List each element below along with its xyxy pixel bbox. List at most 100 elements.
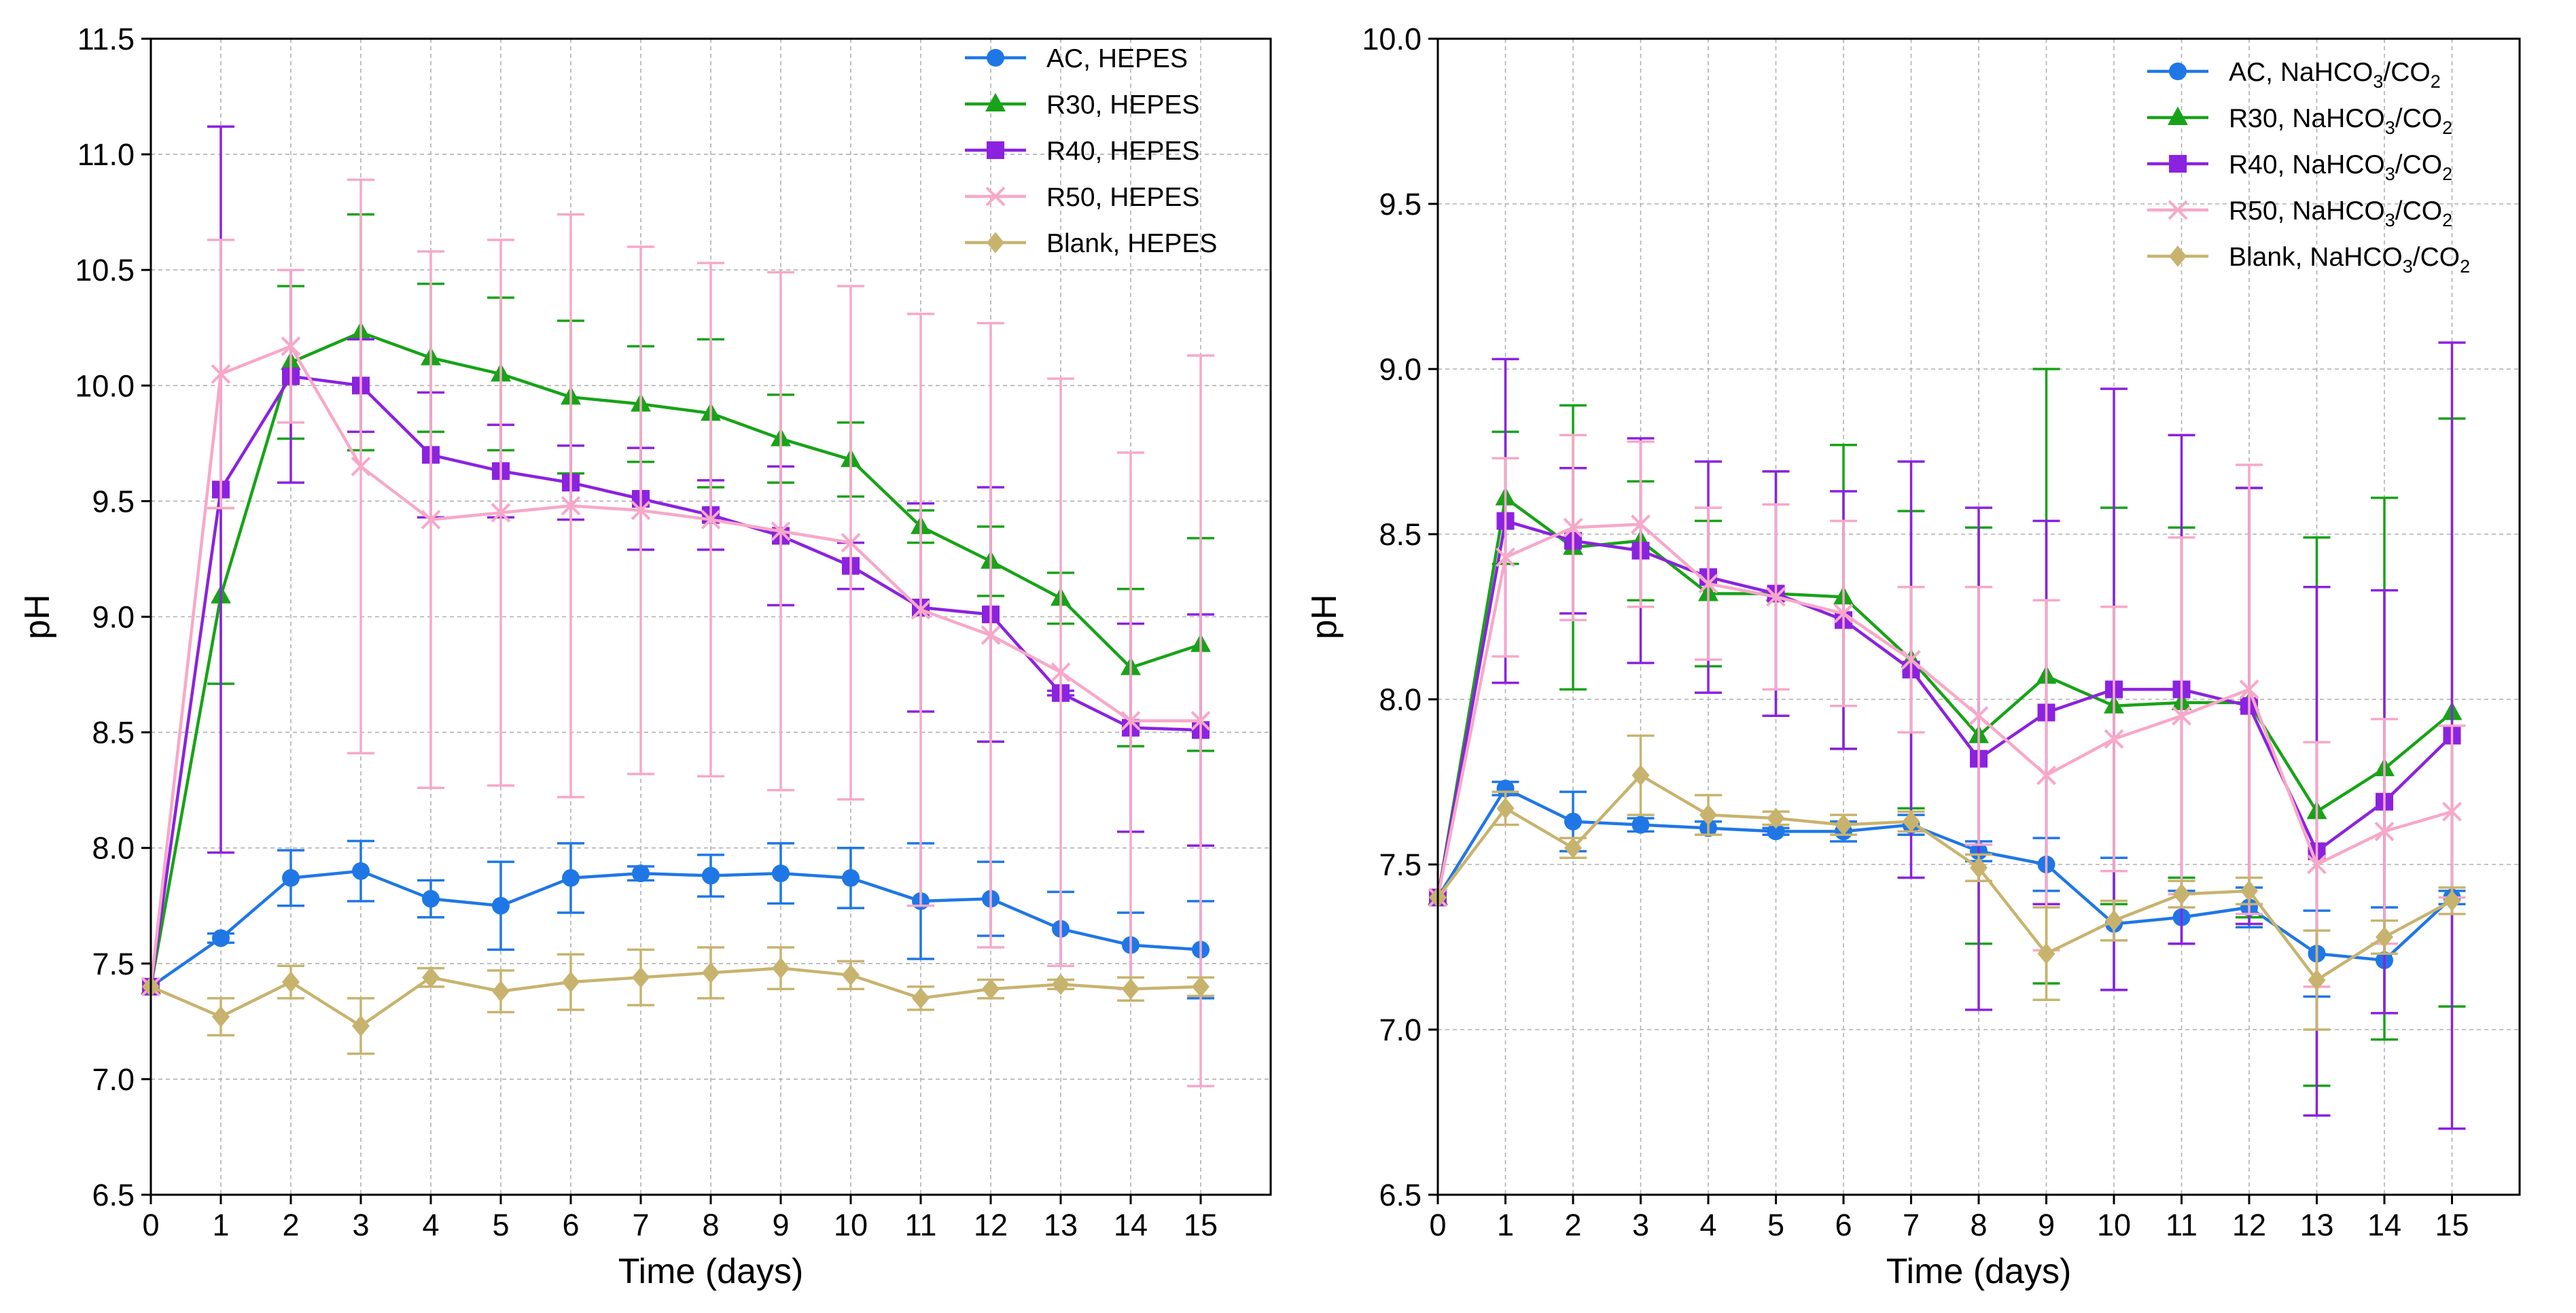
y-tick-label: 7.5: [1379, 847, 1422, 882]
data-point-x: [2374, 821, 2395, 841]
data-point-diamond: [2308, 969, 2326, 991]
data-point-circle: [1767, 822, 1785, 841]
data-point-x: [561, 495, 581, 516]
data-point-diamond: [1564, 837, 1582, 859]
y-tick-label: 8.0: [92, 831, 135, 866]
y-tick-label: 6.5: [1379, 1178, 1422, 1212]
data-point-diamond: [1631, 765, 1650, 786]
y-tick-label: 7.0: [1379, 1013, 1422, 1047]
y-tick-label: 9.0: [1379, 352, 1422, 387]
data-point-x: [351, 456, 371, 476]
data-point-circle: [352, 862, 370, 880]
data-point-x: [631, 500, 651, 521]
legend-entry-label: R40, HEPES: [1046, 137, 1199, 166]
data-point-x: [981, 625, 1001, 646]
data-point-diamond: [1122, 978, 1140, 1000]
legend-entry-label: Blank, NaHCO3/CO2: [2229, 243, 2470, 277]
data-point-circle: [422, 890, 440, 908]
data-point-circle: [1564, 812, 1582, 830]
data-point-x: [1901, 650, 1921, 670]
series-blank-hepes: [142, 946, 1214, 1055]
x-tick-label: 15: [1184, 1208, 1218, 1242]
y-axis-label: pH: [1305, 594, 1344, 639]
x-tick-label: 12: [2232, 1208, 2266, 1242]
data-point-diamond: [982, 978, 1000, 1000]
series-line: [149, 869, 1201, 988]
series-r50-hepes: [141, 178, 1214, 1087]
y-tick-label: 8.5: [92, 716, 135, 750]
data-point-diamond: [1902, 811, 1920, 833]
y-tick-label: 9.0: [92, 600, 135, 635]
y-tick-label: 7.0: [92, 1062, 135, 1097]
data-point-x: [841, 533, 861, 553]
left-panel-hepes: 0 1 2 3 4 5 6 7 8 9 10 11 12 13 14 156.57.07.58.08.59.0…: [18, 22, 1272, 1291]
x-axis-label: Time (days): [1886, 1252, 2072, 1291]
right-panel-nahco3: 0 1 2 3 4 5 6 7 8 9 10 11 12 13 14 156.57.07.58.08.59.0…: [1305, 22, 2521, 1291]
data-point-x: [911, 599, 931, 620]
data-point-x: [2172, 705, 2191, 726]
series-line: [149, 330, 1201, 987]
series-line: [150, 966, 1201, 1028]
data-point-x: [1496, 547, 1515, 567]
x-tick-label: 1: [1497, 1208, 1514, 1242]
data-point-diamond: [2037, 943, 2055, 964]
x-tick-label: 10: [834, 1208, 868, 1242]
legend-marker-square: [987, 141, 1004, 159]
data-point-diamond: [1699, 804, 1717, 826]
x-tick-label: 2: [282, 1208, 299, 1242]
data-point-diamond: [1052, 973, 1070, 996]
x-tick-label: 12: [974, 1208, 1008, 1242]
data-point-x: [491, 502, 511, 523]
plot-frame: [1436, 37, 2521, 1196]
data-point-circle: [702, 866, 720, 885]
data-point-x: [1969, 705, 1989, 726]
legend-marker-circle: [2169, 63, 2187, 80]
x-tick-label: 4: [422, 1208, 439, 1242]
legend-marker-circle: [987, 49, 1004, 67]
data-point-x: [1563, 517, 1583, 538]
legend-marker-diamond: [987, 232, 1004, 253]
data-point-diamond: [2376, 926, 2393, 948]
legend-entry-label: AC, HEPES: [1046, 44, 1188, 73]
x-tick-label: 3: [352, 1208, 369, 1242]
data-point-x: [211, 364, 231, 384]
x-tick-label: 7: [1903, 1208, 1920, 1242]
data-point-x: [1051, 662, 1071, 682]
data-point-circle: [632, 864, 650, 883]
x-tick-label: 6: [1835, 1208, 1852, 1242]
legend-entry-label: AC, NaHCO3/CO2: [2229, 58, 2441, 92]
data-point-x: [2104, 729, 2124, 749]
data-point-circle: [212, 929, 230, 947]
x-tick-label: 5: [1767, 1208, 1784, 1242]
series-line: [1436, 786, 2454, 962]
data-point-x: [2307, 854, 2327, 875]
series-line: [1436, 523, 2453, 898]
series-line: [1436, 773, 2453, 982]
data-point-diamond: [1970, 857, 1988, 879]
x-tick-label: 3: [1632, 1208, 1649, 1242]
x-tick-label: 6: [562, 1208, 579, 1242]
x-tick-label: 8: [1970, 1208, 1987, 1242]
legend-entry-label: R40, NaHCO3/CO2: [2229, 150, 2452, 184]
data-point-diamond: [632, 966, 650, 988]
legend-entry-label: R50, NaHCO3/CO2: [2229, 196, 2452, 230]
legend-marker-triangle: [985, 92, 1006, 112]
data-point-x: [1833, 603, 1854, 624]
data-point-x: [1698, 574, 1718, 594]
legend: AC, NaHCO3/CO2 R30, NaHCO3/CO2 R40, NaHCO3…: [2147, 58, 2470, 277]
data-point-circle: [562, 869, 580, 887]
y-tick-label: 10.5: [75, 253, 135, 287]
data-point-diamond: [1496, 797, 1515, 819]
legend: AC, HEPES R30, HEPES R40, HEPES R50, HEPES B…: [965, 44, 1217, 258]
legend-entry-label: R30, HEPES: [1046, 90, 1199, 120]
data-point-circle: [772, 864, 790, 883]
y-tick-label: 10.0: [75, 368, 135, 403]
data-point-x: [1631, 514, 1651, 534]
x-tick-label: 4: [1699, 1208, 1716, 1242]
x-tick-label: 14: [1114, 1208, 1148, 1242]
data-point-diamond: [422, 966, 440, 988]
data-point-x: [2239, 680, 2259, 699]
data-point-diamond: [842, 964, 860, 986]
data-point-x: [1766, 587, 1786, 607]
